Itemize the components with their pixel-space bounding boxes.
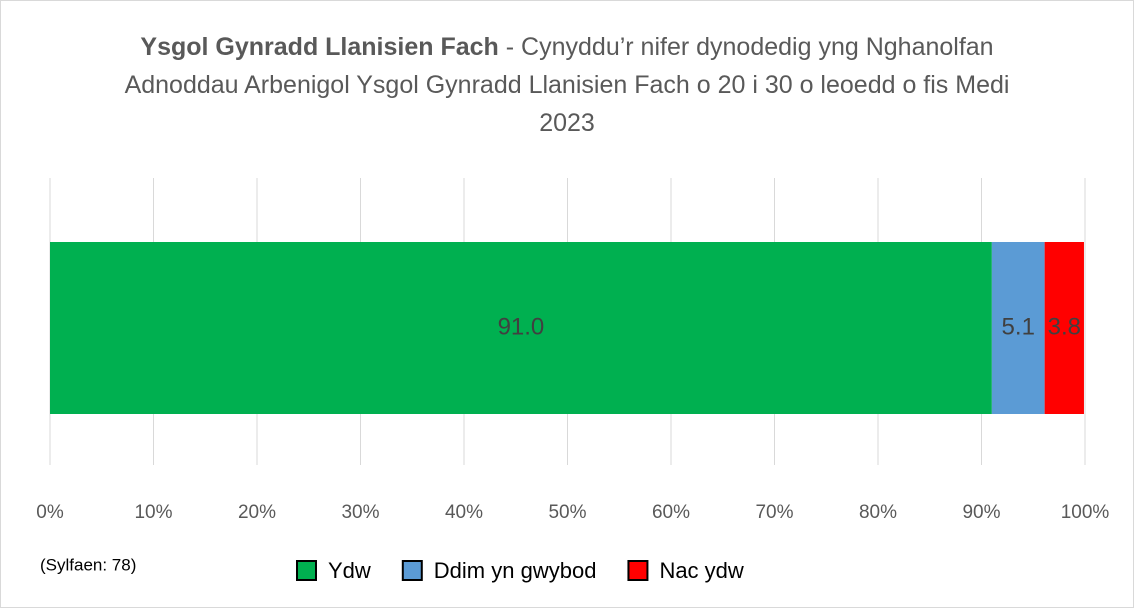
legend-swatch xyxy=(296,560,317,581)
x-tick-label: 20% xyxy=(238,502,276,523)
x-tick-label: 60% xyxy=(652,502,690,523)
data-label: 5.1 xyxy=(1002,313,1035,340)
data-label: 91.0 xyxy=(498,313,545,340)
bar-segment xyxy=(991,242,1045,414)
x-tick-label: 100% xyxy=(1061,502,1110,523)
title-bold: Ysgol Gynradd Llanisien Fach xyxy=(140,33,499,61)
legend-swatch xyxy=(401,560,423,581)
legend-label: Ydw xyxy=(328,558,371,583)
x-tick-label: 10% xyxy=(134,502,172,523)
data-label: 3.8 xyxy=(1048,313,1081,340)
x-tick-label: 30% xyxy=(341,502,379,523)
bar-segment xyxy=(1044,242,1084,414)
x-tick-label: 0% xyxy=(36,502,64,523)
legend-label: Ddim yn gwybod xyxy=(434,558,597,583)
title-text: - Cynyddu’r nifer dynodedig yng Nghanolf… xyxy=(124,33,1010,137)
x-tick-label: 80% xyxy=(859,502,897,523)
note: (Sylfaen: 78) xyxy=(40,555,136,574)
chart-title: Ysgol Gynradd Llanisien Fach - Cynyddu’r… xyxy=(100,28,1034,142)
x-tick-label: 50% xyxy=(548,502,586,523)
legend-label: Nac ydw xyxy=(659,558,743,583)
x-tick-label: 40% xyxy=(445,502,483,523)
x-tick-label: 90% xyxy=(962,502,1000,523)
x-tick-label: 70% xyxy=(755,502,793,523)
legend-swatch xyxy=(627,560,649,581)
bar-segment xyxy=(50,242,992,414)
